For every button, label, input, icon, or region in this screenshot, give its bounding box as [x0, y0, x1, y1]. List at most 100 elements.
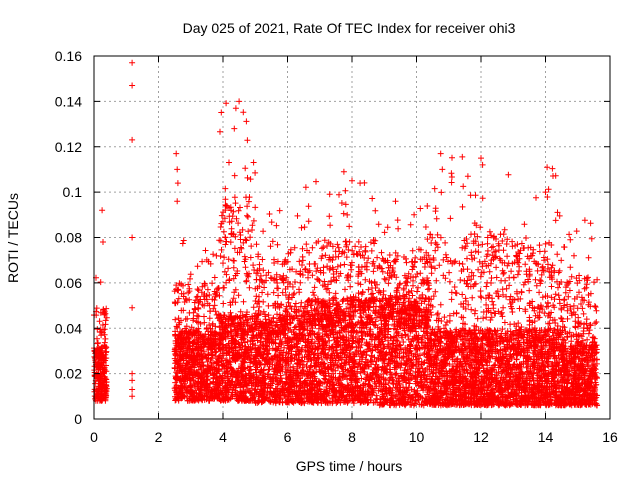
- data-point: [326, 289, 333, 296]
- data-point: [237, 204, 243, 211]
- data-point: [178, 290, 185, 297]
- data-point: [190, 339, 197, 346]
- data-point: [91, 372, 98, 379]
- data-point: [231, 172, 238, 179]
- data-point: [313, 178, 319, 185]
- data-point: [342, 187, 349, 194]
- data-point: [194, 373, 201, 380]
- data-point: [223, 238, 230, 245]
- data-point: [292, 300, 299, 307]
- data-point: [101, 326, 108, 333]
- data-point: [311, 292, 318, 299]
- data-point: [386, 252, 393, 258]
- data-point: [194, 293, 201, 300]
- data-point: [207, 260, 214, 267]
- data-point: [201, 313, 207, 320]
- data-point: [253, 241, 260, 248]
- data-point: [180, 237, 187, 244]
- data-point: [250, 304, 257, 311]
- data-point: [197, 379, 204, 386]
- data-point: [417, 205, 424, 212]
- data-point: [247, 176, 254, 183]
- data-point: [296, 286, 302, 293]
- data-point: [199, 258, 206, 265]
- data-point: [265, 302, 272, 309]
- data-point: [403, 259, 410, 266]
- data-point: [176, 360, 183, 367]
- data-point: [303, 241, 310, 248]
- data-point: [203, 256, 210, 263]
- data-point: [97, 309, 104, 316]
- data-point: [315, 276, 322, 283]
- data-point: [260, 267, 267, 274]
- data-point: [231, 194, 238, 201]
- data-point: [417, 270, 424, 277]
- data-point: [270, 289, 277, 296]
- data-point: [195, 356, 201, 363]
- data-point: [253, 276, 260, 283]
- data-point: [173, 323, 180, 330]
- data-point: [342, 286, 348, 293]
- data-point: [220, 228, 227, 235]
- data-point: [320, 244, 327, 251]
- data-point: [245, 213, 251, 220]
- data-point: [242, 264, 249, 271]
- data-point: [92, 357, 99, 364]
- data-point: [194, 286, 201, 293]
- data-point: [288, 355, 295, 362]
- data-point: [218, 212, 225, 219]
- data-point: [185, 281, 192, 288]
- data-point: [370, 268, 377, 275]
- data-point: [188, 367, 195, 374]
- data-point: [301, 224, 308, 231]
- data-point: [335, 244, 342, 251]
- data-point: [179, 240, 186, 247]
- data-point: [371, 240, 378, 247]
- data-point: [211, 274, 218, 281]
- data-point: [348, 266, 355, 273]
- data-point: [171, 299, 178, 306]
- data-point: [102, 355, 109, 361]
- data-point: [195, 287, 202, 294]
- data-point: [326, 191, 333, 198]
- data-point: [243, 118, 250, 125]
- data-point: [265, 366, 272, 373]
- data-point: [191, 330, 198, 336]
- data-point: [200, 293, 207, 300]
- data-point: [194, 263, 201, 270]
- data-point: [102, 321, 109, 328]
- data-point: [378, 249, 385, 256]
- data-point: [184, 397, 191, 404]
- data-point: [260, 228, 267, 235]
- data-point: [173, 342, 180, 349]
- data-point: [187, 342, 193, 349]
- data-point: [250, 159, 257, 166]
- data-point: [242, 165, 249, 172]
- data-point: [195, 319, 202, 326]
- data-point: [342, 201, 349, 208]
- data-point: [191, 305, 198, 312]
- data-point: [189, 346, 196, 353]
- data-point: [200, 333, 207, 340]
- data-point: [294, 212, 301, 219]
- data-point: [218, 109, 225, 116]
- data-point: [186, 309, 193, 316]
- data-point: [98, 393, 105, 400]
- data-point: [268, 219, 275, 226]
- data-point: [421, 264, 428, 270]
- data-point: [208, 355, 215, 361]
- data-point: [199, 389, 206, 396]
- data-point: [327, 222, 334, 229]
- data-point: [346, 223, 353, 230]
- data-point: [216, 292, 223, 299]
- data-point: [171, 364, 178, 371]
- data-point: [275, 285, 282, 292]
- data-point: [260, 298, 267, 305]
- data-point: [230, 257, 237, 264]
- data-point: [243, 194, 249, 201]
- data-point: [259, 256, 266, 263]
- data-point: [414, 288, 421, 295]
- data-point: [305, 218, 312, 225]
- data-point: [365, 255, 372, 262]
- data-point: [181, 366, 188, 373]
